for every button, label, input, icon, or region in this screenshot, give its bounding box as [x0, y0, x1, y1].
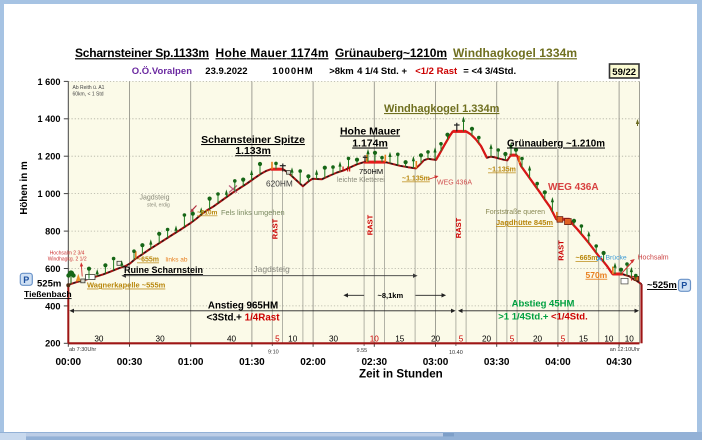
svg-text:Windhagkogel 1334m: Windhagkogel 1334m [453, 46, 577, 60]
svg-text:~655m: ~655m [137, 257, 159, 264]
svg-text:~525m: ~525m [647, 280, 677, 291]
svg-text:Grünauberg~1210m: Grünauberg~1210m [335, 46, 447, 60]
svg-text:~910m: ~910m [197, 210, 218, 217]
svg-text:Tießenbach: Tießenbach [24, 289, 72, 299]
svg-text:10: 10 [604, 334, 614, 343]
svg-text:02:30: 02:30 [362, 357, 388, 368]
svg-text:01:30: 01:30 [239, 357, 265, 368]
svg-text:Hochsalm 2 3/4: Hochsalm 2 3/4 [50, 251, 85, 257]
svg-text:1.174m: 1.174m [352, 138, 388, 150]
svg-text:600: 600 [45, 264, 60, 274]
svg-text:1 200: 1 200 [38, 152, 61, 162]
svg-text:~8,1km: ~8,1km [378, 291, 404, 300]
svg-text:40: 40 [227, 334, 237, 343]
svg-text:60km, < 1 Std: 60km, < 1 Std [73, 92, 104, 98]
svg-text:30: 30 [329, 334, 339, 343]
svg-text:10: 10 [625, 334, 635, 343]
svg-text:P: P [23, 275, 29, 285]
svg-text:20: 20 [431, 334, 441, 343]
svg-text:620HM: 620HM [266, 178, 293, 188]
svg-text:Jagdsteig: Jagdsteig [253, 264, 290, 274]
svg-text:1 400: 1 400 [38, 114, 61, 124]
svg-text:Hochsalm: Hochsalm [638, 255, 669, 262]
svg-text:Wagnerkapelle ~555m: Wagnerkapelle ~555m [87, 281, 166, 290]
svg-text:570m: 570m [586, 270, 608, 280]
svg-text:RAST: RAST [365, 214, 374, 235]
svg-text:5: 5 [561, 334, 566, 343]
svg-text:ab 7:30Uhr: ab 7:30Uhr [69, 347, 96, 353]
svg-text:15: 15 [579, 334, 589, 343]
svg-text:Fels links umgehen: Fels links umgehen [221, 208, 285, 217]
svg-text:02:00: 02:00 [300, 357, 326, 368]
svg-text:Hohe Mauer: Hohe Mauer [340, 126, 400, 138]
svg-text:Grünauberg ~1.210m: Grünauberg ~1.210m [507, 138, 605, 150]
svg-text:20: 20 [533, 334, 543, 343]
svg-text:01:00: 01:00 [178, 357, 204, 368]
svg-text:1.133m: 1.133m [235, 145, 271, 157]
svg-text:04:30: 04:30 [606, 357, 632, 368]
svg-text:RAST: RAST [454, 217, 463, 238]
svg-text:5: 5 [510, 334, 515, 343]
svg-text:10.40: 10.40 [449, 350, 463, 356]
svg-text:Jagdsteig: Jagdsteig [140, 195, 170, 202]
svg-text:Windhagkogel 1.334m: Windhagkogel 1.334m [384, 103, 500, 115]
svg-text:Hohe Mauer 1174m: Hohe Mauer 1174m [216, 46, 329, 60]
svg-text:I-II: I-II [342, 165, 351, 174]
svg-text:Scharnsteiner Spitze: Scharnsteiner Spitze [201, 134, 305, 146]
svg-text:00:30: 00:30 [117, 357, 143, 368]
svg-text:Anstieg 965HM: Anstieg 965HM [208, 301, 278, 312]
svg-text:525m: 525m [37, 279, 61, 290]
svg-text:P: P [681, 280, 687, 290]
svg-text:Zeit in Stunden: Zeit in Stunden [359, 367, 443, 380]
svg-text:200: 200 [45, 339, 60, 349]
svg-text:steil, erdig: steil, erdig [147, 203, 170, 209]
svg-text:5: 5 [275, 334, 280, 343]
svg-text:<3Std.+ 1/4Rast: <3Std.+ 1/4Rast [207, 312, 281, 323]
svg-text:an 12:10Uhr: an 12:10Uhr [610, 347, 640, 353]
svg-text:RAST: RAST [271, 218, 280, 239]
svg-text:1 000: 1 000 [38, 189, 61, 199]
svg-text:400: 400 [45, 301, 60, 311]
svg-text:800: 800 [45, 226, 60, 236]
svg-text:~1.135m: ~1.135m [488, 167, 516, 174]
svg-text:~1.135m: ~1.135m [402, 176, 430, 183]
svg-text:00:00: 00:00 [56, 357, 82, 368]
svg-text:WEG 436A: WEG 436A [548, 182, 599, 193]
svg-text:30: 30 [156, 334, 166, 343]
svg-text:Windhagkg. 2 1/2: Windhagkg. 2 1/2 [48, 257, 87, 263]
svg-text:15: 15 [395, 334, 405, 343]
svg-text:9:10: 9:10 [268, 350, 279, 356]
svg-text:Jagdhütte 845m: Jagdhütte 845m [496, 218, 553, 227]
svg-text:WEG 436A: WEG 436A [437, 180, 472, 187]
svg-text:03:30: 03:30 [484, 357, 510, 368]
svg-text:Brücke: Brücke [606, 254, 627, 261]
svg-text:1 600: 1 600 [38, 77, 61, 87]
svg-text:59/22: 59/22 [612, 67, 636, 78]
svg-text:04:00: 04:00 [545, 357, 571, 368]
svg-text:RAST: RAST [556, 240, 565, 261]
svg-text:Forststraße queren: Forststraße queren [486, 209, 546, 216]
svg-text:links ab: links ab [166, 257, 188, 264]
svg-text:Abstieg 45HM: Abstieg 45HM [512, 298, 575, 309]
svg-text:Ab Reith ü. A1: Ab Reith ü. A1 [73, 85, 105, 91]
svg-text:Höhen in m: Höhen in m [19, 161, 30, 215]
svg-text:30: 30 [94, 334, 104, 343]
svg-text:03:00: 03:00 [423, 357, 449, 368]
svg-text:750HM: 750HM [359, 167, 383, 176]
svg-text:20: 20 [482, 334, 492, 343]
svg-text:Scharnsteiner Sp.1133m: Scharnsteiner Sp.1133m [75, 46, 209, 60]
svg-text:10: 10 [370, 334, 380, 343]
svg-text:>1 1/4Std.+ <1/4Std.: >1 1/4Std.+ <1/4Std. [498, 312, 588, 323]
svg-text:leichte Kletterei: leichte Kletterei [337, 177, 385, 184]
svg-text:Ruine Scharnstein: Ruine Scharnstein [124, 265, 203, 275]
svg-text:5: 5 [459, 334, 464, 343]
svg-text:10: 10 [288, 334, 298, 343]
svg-text:~665m: ~665m [576, 255, 598, 262]
svg-text:9.55: 9.55 [357, 348, 368, 354]
